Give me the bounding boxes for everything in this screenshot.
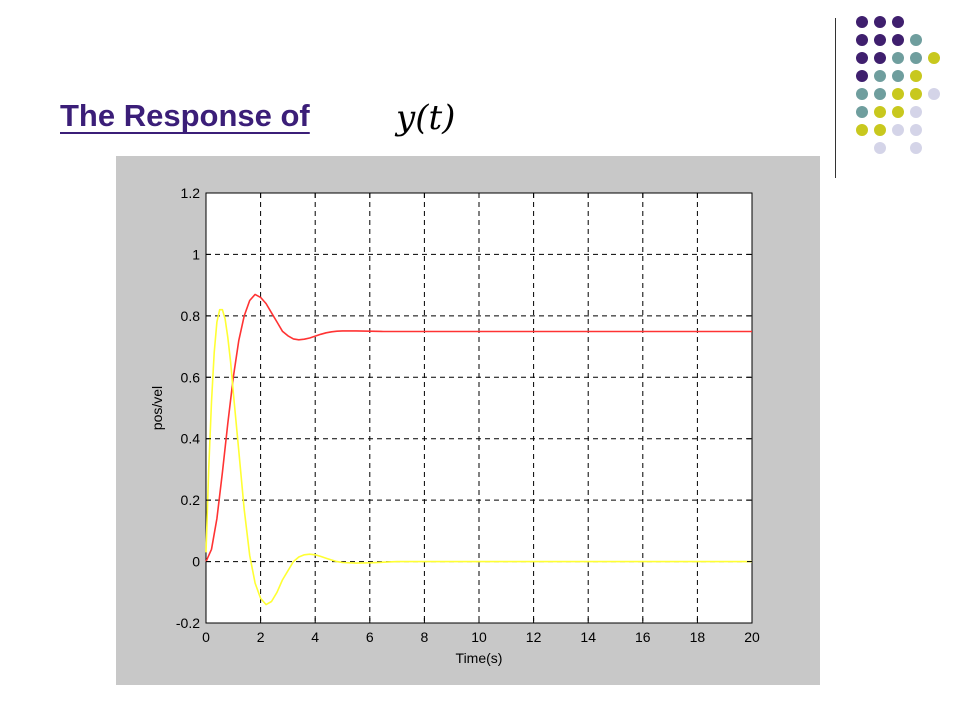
decorative-dot xyxy=(892,124,904,136)
plot-area xyxy=(205,192,753,624)
decorative-dot xyxy=(856,70,868,82)
decorative-dot xyxy=(874,16,886,28)
y-tick-label: 1 xyxy=(192,246,200,262)
decorative-dot xyxy=(856,52,868,64)
decorative-dot xyxy=(892,16,904,28)
x-tick-label: 14 xyxy=(580,629,596,645)
tick-layer: 0 2 4 6 8 10 12 14 16 18 20-0.200.20.40.60.811.2 xyxy=(176,185,760,645)
decorative-dot xyxy=(874,124,886,136)
decorative-dot xyxy=(910,142,922,154)
x-tick-label: 2 xyxy=(257,629,265,645)
y-tick-label: 1.2 xyxy=(181,185,201,201)
y-axis-label: pos/vel xyxy=(149,386,165,430)
y-tick-label: 0.6 xyxy=(181,369,201,385)
decorative-dot xyxy=(928,88,940,100)
y-tick-label: 0.8 xyxy=(181,308,201,324)
figure-window: 0 2 4 6 8 10 12 14 16 18 20 -0.2 0 0.2 0.4 0.6 0.8 1 1.2 T… xyxy=(116,156,820,685)
y-tick-label: 0 xyxy=(192,554,200,570)
decorative-dot xyxy=(874,142,886,154)
math-expression: y(t) xyxy=(396,98,456,138)
decorative-dot xyxy=(892,88,904,100)
decorative-dot xyxy=(856,34,868,46)
x-tick-label: 12 xyxy=(526,629,542,645)
slide-title: The Response of xyxy=(60,98,310,133)
decorative-dot xyxy=(856,124,868,136)
y-tick-label: 0.4 xyxy=(181,431,201,447)
decorative-dot xyxy=(910,88,922,100)
x-tick-label: 18 xyxy=(690,629,706,645)
decorative-dot xyxy=(892,52,904,64)
decorative-dot xyxy=(856,106,868,118)
x-tick-label: 10 xyxy=(471,629,487,645)
decorative-dot xyxy=(874,52,886,64)
decorative-dot xyxy=(874,70,886,82)
series-layer xyxy=(205,293,752,606)
decorative-dot xyxy=(892,106,904,118)
x-tick-label: 8 xyxy=(421,629,429,645)
decorative-divider xyxy=(835,18,836,178)
decorative-dot xyxy=(910,70,922,82)
decorative-dot xyxy=(892,70,904,82)
x-tick-label: 20 xyxy=(744,629,760,645)
decorative-dot xyxy=(910,52,922,64)
grid-lines xyxy=(206,193,752,623)
x-axis-label: Time(s) xyxy=(456,650,503,666)
series-line-1 xyxy=(205,293,752,562)
decorative-dot xyxy=(856,16,868,28)
x-tick-label: 16 xyxy=(635,629,651,645)
decorative-dot xyxy=(874,88,886,100)
x-tick-label: 0 xyxy=(202,629,210,645)
x-tick-label: 4 xyxy=(311,629,319,645)
decorative-dot xyxy=(892,34,904,46)
series-line-2 xyxy=(205,308,752,606)
y-tick-label: 0.2 xyxy=(181,492,201,508)
decorative-dot xyxy=(910,34,922,46)
decorative-dot xyxy=(874,106,886,118)
decorative-dot xyxy=(874,34,886,46)
decorative-dot xyxy=(928,52,940,64)
y-tick-label: -0.2 xyxy=(176,615,200,631)
decorative-dot xyxy=(910,124,922,136)
decorative-dot xyxy=(910,106,922,118)
response-chart: 0 2 4 6 8 10 12 14 16 18 20-0.200.20.40.60.811.2 T… xyxy=(149,185,760,666)
x-tick-label: 6 xyxy=(366,629,374,645)
decorative-dot xyxy=(856,88,868,100)
